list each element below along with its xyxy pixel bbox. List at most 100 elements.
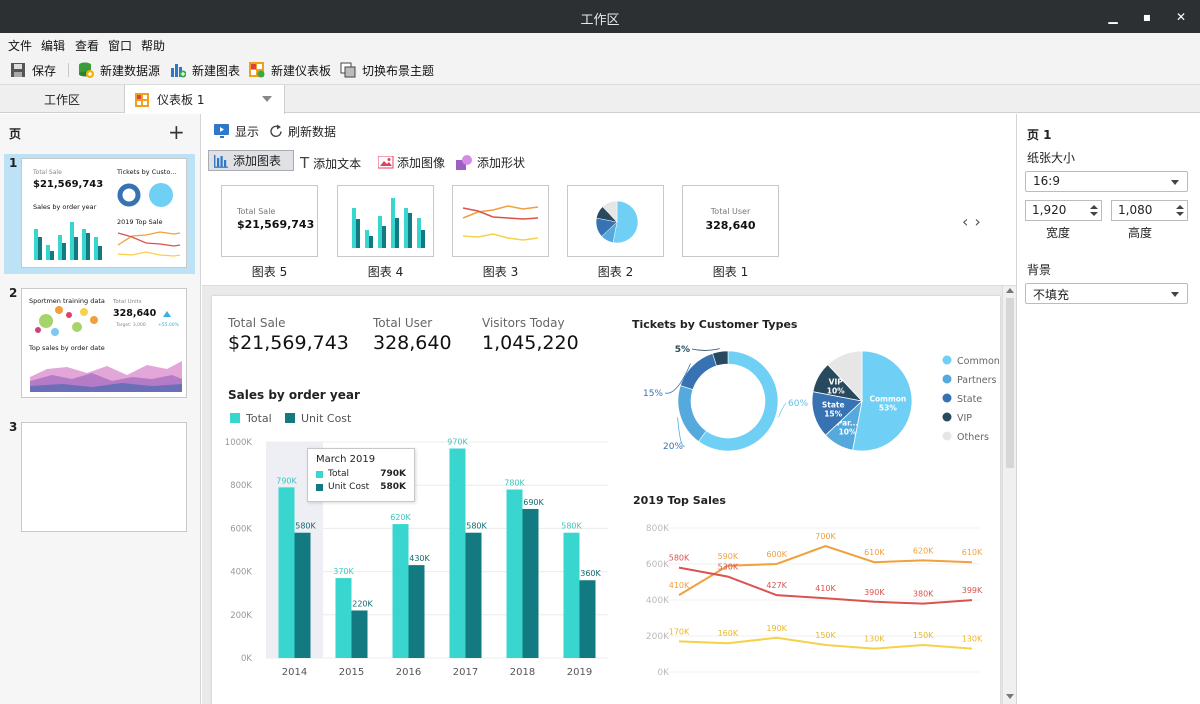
menu-edit[interactable]: 编辑 xyxy=(41,39,66,53)
donut-slice[interactable] xyxy=(680,353,717,390)
bar[interactable] xyxy=(579,580,596,658)
line-series[interactable] xyxy=(678,544,973,596)
scroll-down-icon[interactable] xyxy=(1006,694,1014,699)
pie-slice[interactable] xyxy=(852,350,913,452)
refresh-button[interactable]: 刷新数据 xyxy=(269,123,336,140)
scroll-up-icon[interactable] xyxy=(1006,288,1014,293)
chevron-right-icon[interactable]: › xyxy=(974,212,987,231)
kpi-total-user[interactable]: Total User 328,640 xyxy=(373,316,452,354)
page-thumbnail-2[interactable]: 2 Sportmen training data Total Units 328… xyxy=(4,284,195,404)
spin-down-icon[interactable] xyxy=(1090,212,1098,216)
new-dashboard-button[interactable]: 新建仪表板 xyxy=(249,61,331,79)
bar[interactable] xyxy=(392,524,409,658)
tab-workspace[interactable]: 工作区 xyxy=(0,85,125,113)
bar[interactable] xyxy=(294,532,311,658)
background-select[interactable]: 不填充 xyxy=(1025,283,1188,304)
gallery-card-chart5[interactable]: Total Sale $21,569,743 xyxy=(221,185,318,257)
legend-label[interactable]: Common xyxy=(957,356,1000,367)
paper-size-select[interactable]: 16:9 xyxy=(1025,171,1188,192)
add-image-button[interactable]: 添加图像 xyxy=(378,154,445,171)
save-button[interactable]: 保存 xyxy=(10,61,56,79)
close-button[interactable]: ✕ xyxy=(1175,10,1187,24)
add-page-icon[interactable]: + xyxy=(168,120,185,144)
add-chart-button[interactable]: 添加图表 xyxy=(208,150,294,171)
new-chart-button[interactable]: 新建图表 xyxy=(170,61,240,79)
bar[interactable] xyxy=(506,489,523,658)
gallery-card-chart4[interactable] xyxy=(337,185,434,257)
chevron-down-icon[interactable] xyxy=(262,96,272,102)
paper-size-value: 16:9 xyxy=(1033,174,1060,188)
page-preview: Sportmen training data Total Units 328,6… xyxy=(21,288,187,398)
kpi-total-sale[interactable]: Total Sale $21,569,743 xyxy=(228,316,349,354)
x-tick-label: 2014 xyxy=(282,667,307,678)
bar-data-label: 620K xyxy=(390,513,411,522)
leader-line xyxy=(664,363,691,394)
vertical-scrollbar[interactable] xyxy=(1002,286,1016,704)
bar[interactable] xyxy=(335,578,352,658)
pages-panel: 页 + 1 Total Sale $21,569,743 Tickets by … xyxy=(0,114,201,704)
gallery-card-chart2[interactable] xyxy=(567,185,664,257)
y-tick-label: 400K xyxy=(230,568,252,578)
kpi-visitors-today[interactable]: Visitors Today 1,045,220 xyxy=(482,316,579,354)
donut-slice[interactable] xyxy=(712,350,729,367)
bar-data-label: 690K xyxy=(523,498,544,507)
gallery-card-chart3[interactable] xyxy=(452,185,549,257)
bar[interactable] xyxy=(449,448,466,658)
refresh-icon xyxy=(270,124,282,138)
bar[interactable] xyxy=(351,610,368,658)
menu-view[interactable]: 查看 xyxy=(75,39,100,53)
x-tick-label: 2015 xyxy=(339,667,364,678)
donut-slice[interactable] xyxy=(677,385,707,442)
legend-label[interactable]: State xyxy=(957,394,982,405)
width-label: 宽度 xyxy=(1046,226,1071,240)
page-thumbnail-3[interactable]: 3 xyxy=(4,418,195,538)
line-series[interactable] xyxy=(678,566,973,605)
switch-theme-label: 切换布景主题 xyxy=(362,63,435,78)
page-number: 2 xyxy=(9,286,18,300)
gallery-card-chart1[interactable]: Total User 328,640 xyxy=(682,185,779,257)
tab-dashboard[interactable]: 仪表板 1 xyxy=(125,85,285,114)
menu-help[interactable]: 帮助 xyxy=(141,39,166,53)
legend-label[interactable]: VIP xyxy=(957,413,972,424)
menu-window[interactable]: 窗口 xyxy=(108,39,133,53)
bar[interactable] xyxy=(522,508,539,658)
legend-label[interactable]: Unit Cost xyxy=(301,412,352,425)
save-label: 保存 xyxy=(32,63,57,78)
point-label: 170K xyxy=(669,627,690,636)
spin-up-icon[interactable] xyxy=(1090,205,1098,209)
dashboard-add-icon xyxy=(249,62,265,78)
sales-by-year-chart[interactable]: Total Unit Cost 0K 200K 400K 600K 800K 1000K 7… xyxy=(212,408,622,688)
thumb-training-title: Sportmen training data xyxy=(29,297,105,305)
page-thumbnail-1[interactable]: 1 Total Sale $21,569,743 Tickets by Cust… xyxy=(4,154,195,274)
switch-theme-button[interactable]: 切换布景主题 xyxy=(340,61,434,79)
chevron-left-icon[interactable]: ‹ xyxy=(962,212,975,231)
add-shape-button[interactable]: 添加形状 xyxy=(456,154,525,171)
pie-slice[interactable] xyxy=(827,350,863,403)
menu-file[interactable]: 文件 xyxy=(8,39,33,53)
minimize-button[interactable]: ▁ xyxy=(1108,10,1118,24)
bar[interactable] xyxy=(408,565,425,658)
bar[interactable] xyxy=(563,532,580,658)
chart-gallery: Total Sale $21,569,743 图表 5 图表 4 xyxy=(202,176,1016,286)
height-input[interactable]: 1,080 xyxy=(1111,200,1188,221)
width-input[interactable]: 1,920 xyxy=(1025,200,1102,221)
bar[interactable] xyxy=(465,532,482,658)
height-label: 高度 xyxy=(1128,226,1153,240)
spin-down-icon[interactable] xyxy=(1176,212,1184,216)
maximize-button[interactable]: ▪ xyxy=(1142,10,1152,24)
spin-up-icon[interactable] xyxy=(1176,205,1184,209)
new-datasource-button[interactable]: 新建数据源 xyxy=(78,61,160,79)
background-value: 不填充 xyxy=(1033,288,1070,302)
scrollbar-thumb[interactable] xyxy=(1006,298,1014,468)
new-chart-label: 新建图表 xyxy=(192,63,241,78)
legend-label[interactable]: Total xyxy=(245,412,272,425)
theme-icon xyxy=(340,62,356,78)
bar[interactable] xyxy=(278,487,295,658)
legend-label[interactable]: Partners xyxy=(957,375,997,386)
display-button[interactable]: 显示 xyxy=(214,123,259,140)
line-series[interactable] xyxy=(678,636,973,650)
tickets-by-customer-chart[interactable]: 60% 20% 15% 5% Common 53% Par... 10%State 15% VI… xyxy=(622,336,1000,471)
legend-label[interactable]: Others xyxy=(957,432,989,443)
add-text-button[interactable]: T 添加文本 xyxy=(300,154,361,172)
top-sales-line-chart[interactable]: 0K 200K 400K 600K 800K 410K 590K 600K 700K 610K 6… xyxy=(622,512,1000,682)
